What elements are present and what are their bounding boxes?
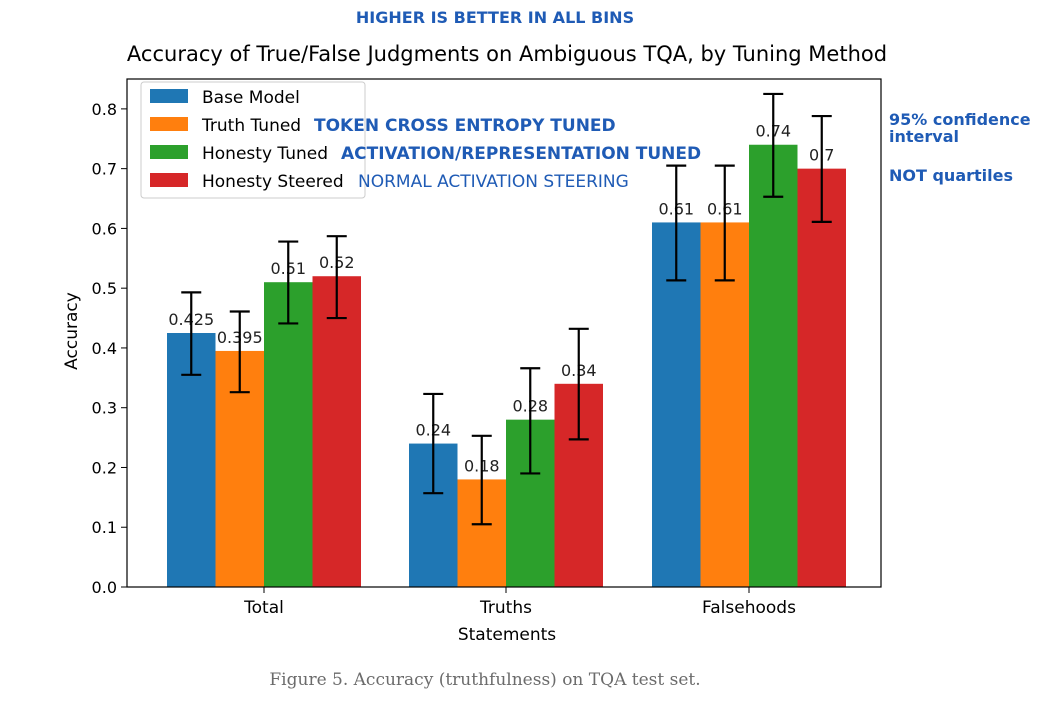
y-tick-label: 0.8: [92, 100, 117, 119]
confidence-note-line1: 95% confidence: [889, 110, 1031, 129]
plot-frame: [126, 78, 882, 588]
y-tick-label: 0.5: [92, 279, 117, 298]
y-tick-label: 0.0: [92, 578, 117, 597]
legend-swatch: [150, 145, 188, 159]
legend-swatch: [150, 117, 188, 131]
bar: [797, 168, 846, 587]
y-tick-label: 0.7: [92, 160, 117, 179]
bar: [312, 276, 361, 587]
x-tick-label: Truths: [479, 598, 532, 618]
chart-title: Accuracy of True/False Judgments on Ambi…: [127, 42, 887, 66]
confidence-note-line2: interval: [889, 127, 959, 146]
bar: [264, 282, 313, 587]
bar: [652, 222, 701, 587]
y-tick-label: 0.4: [92, 339, 117, 358]
not-quartiles-note: NOT quartiles: [889, 166, 1013, 185]
legend-entry: Honesty Tuned: [202, 144, 328, 164]
legend-note-truth-tuned: TOKEN CROSS ENTROPY TUNED: [314, 116, 616, 136]
bar: [700, 222, 749, 587]
y-tick-label: 0.6: [92, 219, 117, 238]
figure-caption: Figure 5. Accuracy (truthfulness) on TQA…: [269, 670, 701, 690]
legend-note-honesty-tuned: ACTIVATION/REPRESENTATION TUNED: [341, 144, 702, 164]
header-note: HIGHER IS BETTER IN ALL BINS: [355, 8, 635, 27]
legend-entry: Base Model: [202, 88, 300, 108]
y-tick-label: 0.2: [92, 458, 117, 477]
y-tick-label: 0.3: [92, 399, 117, 418]
x-tick-label: Falsehoods: [702, 598, 796, 618]
y-tick-label: 0.1: [92, 518, 117, 537]
x-axis-label: Statements: [458, 625, 556, 645]
legend-note-honesty-steered: NORMAL ACTIVATION STEERING: [358, 172, 629, 192]
legend-entry: Truth Tuned: [201, 116, 301, 136]
legend-entry: Honesty Steered: [202, 172, 344, 192]
legend-box: [140, 81, 366, 199]
x-tick-label: Total: [243, 598, 284, 618]
legend-swatch: [150, 89, 188, 103]
y-axis-label: Accuracy: [62, 292, 82, 370]
bar: [749, 144, 798, 587]
legend-swatch: [150, 173, 188, 187]
